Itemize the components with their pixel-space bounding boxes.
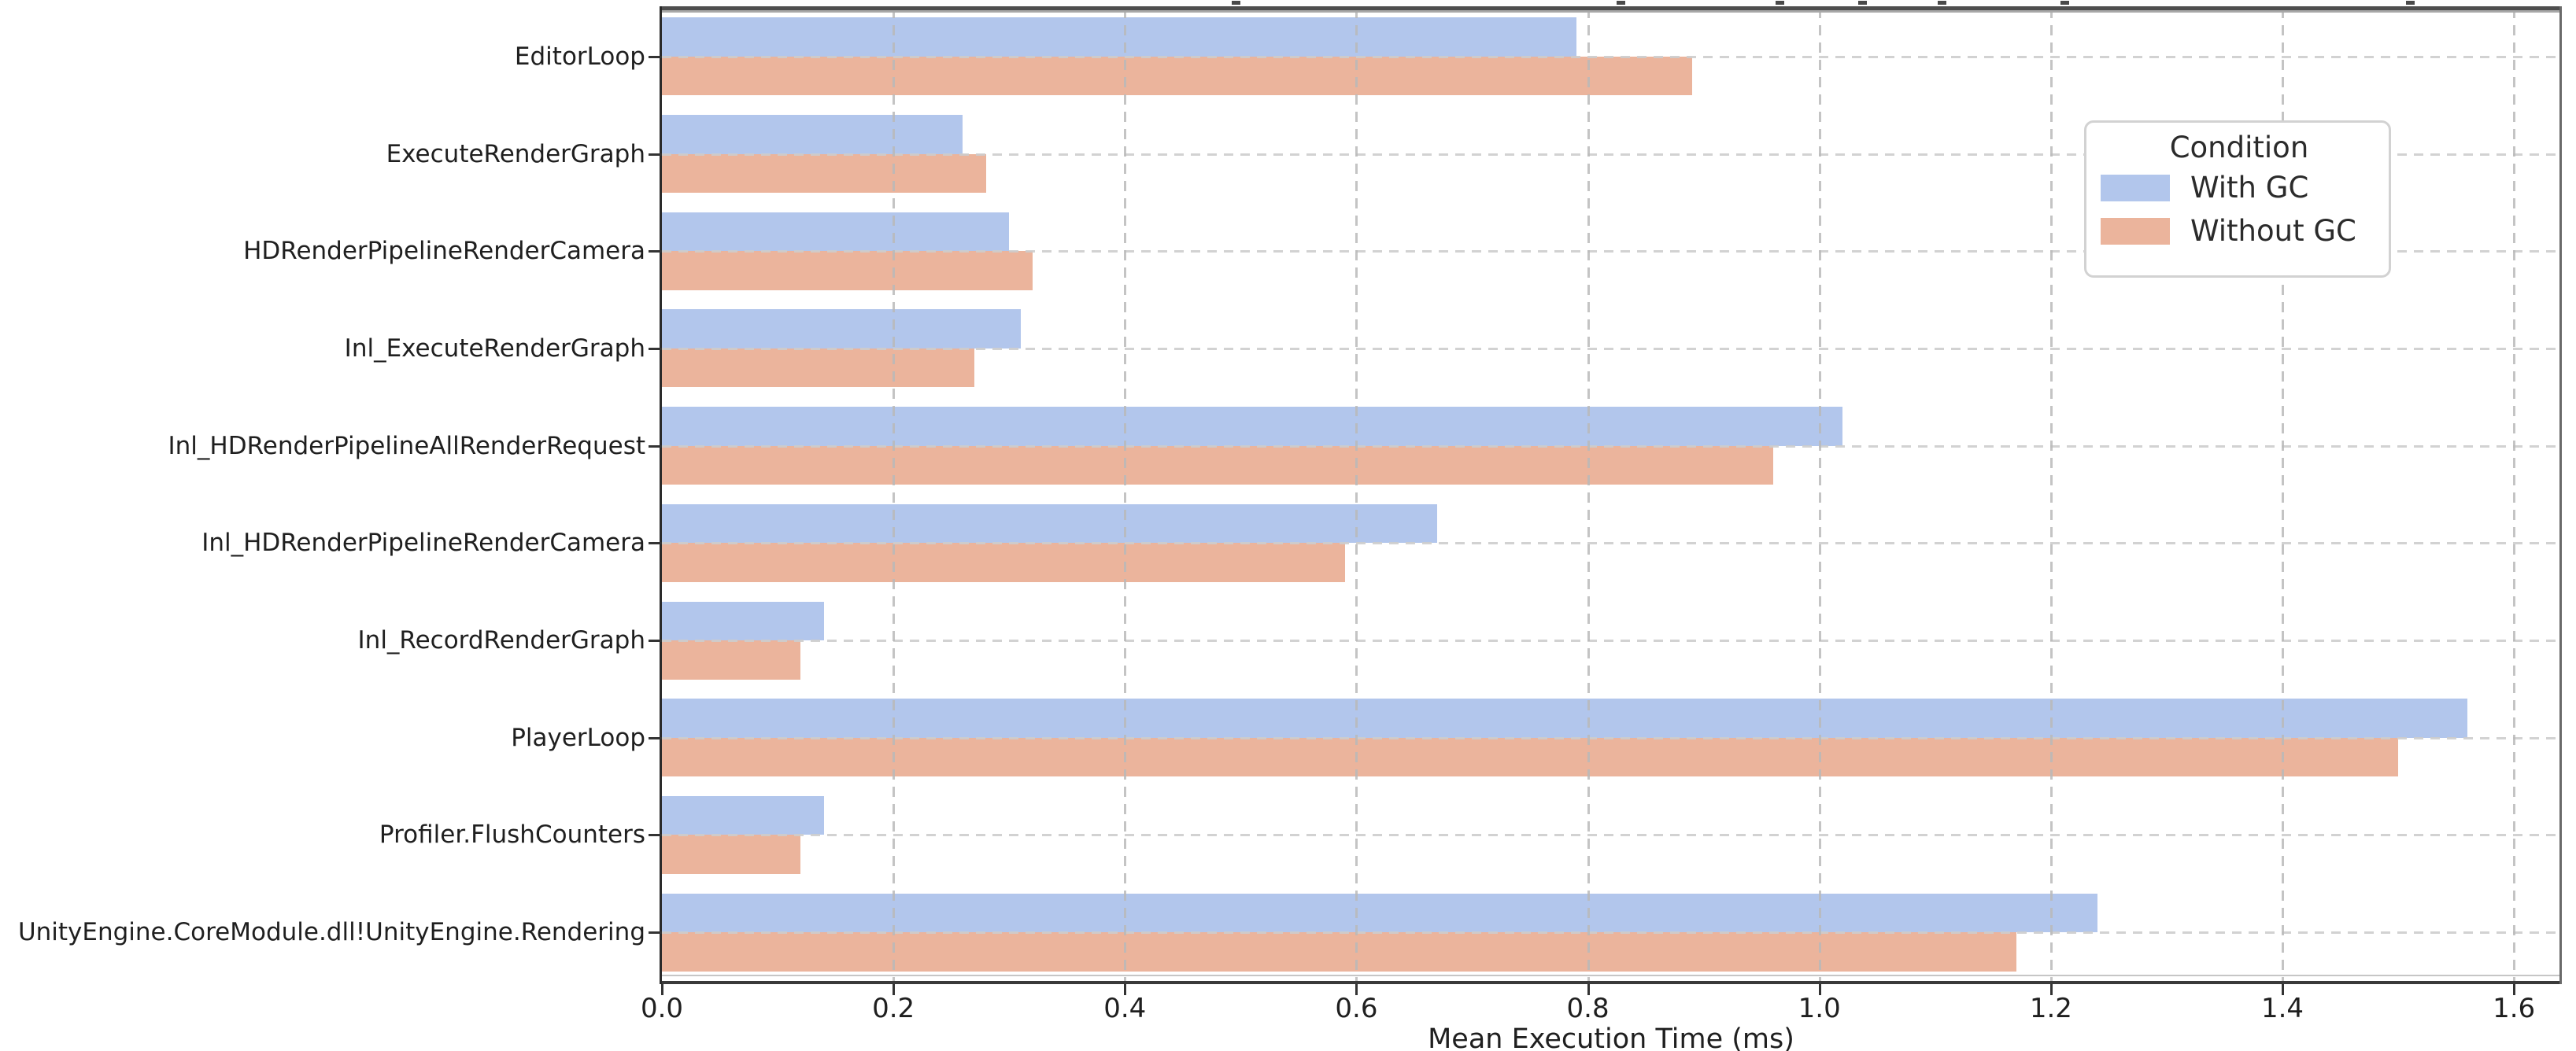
bar-without-gc xyxy=(662,543,1345,582)
axis-spine-left xyxy=(660,6,662,984)
gridline-vertical xyxy=(1587,8,1590,981)
bar-without-gc xyxy=(662,932,2016,972)
bar-without-gc xyxy=(662,56,1692,96)
y-category-label: UnityEngine.CoreModule.dll!UnityEngine.R… xyxy=(17,918,645,947)
x-axis-tick xyxy=(1355,984,1358,995)
gridline-horizontal xyxy=(662,250,2560,253)
y-axis-tick xyxy=(649,250,662,253)
bar-without-gc xyxy=(662,153,986,194)
bar-with-gc xyxy=(662,893,2097,933)
bar-with-gc xyxy=(662,699,2468,738)
cropped-title-remnant xyxy=(1617,1,1625,5)
gridline-horizontal xyxy=(662,834,2560,837)
x-axis-tick xyxy=(2513,984,2516,995)
axis-spine-bottom-halo xyxy=(660,975,2562,976)
bar-with-gc xyxy=(662,212,1010,252)
y-category-label: Profiler.FlushCounters xyxy=(379,821,645,850)
gridline-horizontal xyxy=(662,153,2560,156)
x-axis-tick xyxy=(2049,984,2053,995)
gridline-horizontal xyxy=(662,542,2560,545)
y-category-label: Inl_RecordRenderGraph xyxy=(357,626,645,655)
bar-with-gc xyxy=(662,115,963,154)
cropped-title-remnant xyxy=(2060,1,2069,5)
bar-without-gc xyxy=(662,348,975,388)
gridline-vertical xyxy=(1124,8,1127,981)
x-tick-label: 0.2 xyxy=(872,993,915,1024)
bar-with-gc xyxy=(662,407,1843,446)
gridline-vertical xyxy=(2049,8,2053,981)
x-axis-tick xyxy=(1818,984,1821,995)
cropped-title-remnant xyxy=(2406,1,2415,5)
y-axis-tick xyxy=(649,834,662,837)
bar-without-gc xyxy=(662,737,2399,777)
y-category-label: PlayerLoop xyxy=(511,723,645,752)
bar-without-gc xyxy=(662,445,1773,485)
gridline-vertical xyxy=(1818,8,1821,981)
legend-item-label: Without GC xyxy=(2190,214,2356,248)
cropped-title-remnant xyxy=(1938,1,1946,5)
x-axis-tick xyxy=(2282,984,2285,995)
y-axis-tick xyxy=(649,736,662,739)
axis-spine-right xyxy=(2559,6,2562,984)
y-category-label: Inl_ExecuteRenderGraph xyxy=(344,334,645,363)
bar-without-gc xyxy=(662,835,801,874)
gridline-horizontal xyxy=(662,736,2560,739)
legend-swatch-with-gc xyxy=(2101,174,2170,201)
gridline-horizontal xyxy=(662,931,2560,935)
legend: Condition With GC Without GC xyxy=(2084,120,2391,278)
bar-with-gc xyxy=(662,795,824,835)
legend-item: Without GC xyxy=(2101,214,2378,248)
gridline-vertical xyxy=(1355,8,1358,981)
x-axis-tick xyxy=(661,984,663,995)
bar-with-gc xyxy=(662,503,1438,544)
legend-item: With GC xyxy=(2101,171,2378,205)
gridline-horizontal xyxy=(662,444,2560,448)
gridline-horizontal xyxy=(662,347,2560,350)
x-axis-tick xyxy=(893,984,896,995)
y-axis-tick xyxy=(649,153,662,156)
x-tick-label: 1.6 xyxy=(2493,993,2536,1024)
bar-with-gc xyxy=(662,309,1021,348)
x-tick-label: 0.8 xyxy=(1566,993,1610,1024)
y-category-label: EditorLoop xyxy=(514,42,645,71)
x-axis-label: Mean Execution Time (ms) xyxy=(1428,1023,1794,1051)
gridline-vertical xyxy=(2282,8,2285,981)
bar-without-gc xyxy=(662,640,801,680)
x-tick-label: 1.0 xyxy=(1798,993,1841,1024)
y-category-label: Inl_HDRenderPipelineAllRenderRequest xyxy=(168,431,645,460)
y-axis-tick xyxy=(649,444,662,448)
gridline-vertical xyxy=(2513,8,2516,981)
y-category-label: HDRenderPipelineRenderCamera xyxy=(243,237,645,266)
bar-without-gc xyxy=(662,251,1033,290)
cropped-title-remnant xyxy=(1232,1,1240,5)
y-axis-tick xyxy=(649,55,662,58)
cropped-title-remnant xyxy=(1776,1,1784,5)
x-tick-label: 0.6 xyxy=(1335,993,1378,1024)
x-tick-label: 1.2 xyxy=(2029,993,2072,1024)
gridline-vertical xyxy=(893,8,896,981)
y-axis-tick xyxy=(649,542,662,545)
y-axis-tick xyxy=(649,931,662,935)
x-tick-label: 1.4 xyxy=(2260,993,2304,1024)
x-axis-tick xyxy=(1124,984,1127,995)
gridline-horizontal xyxy=(662,640,2560,643)
cropped-title-remnant xyxy=(1858,1,1867,5)
legend-title: Condition xyxy=(2169,131,2309,164)
legend-swatch-without-gc xyxy=(2101,217,2170,245)
y-axis-tick xyxy=(649,347,662,350)
legend-item-label: With GC xyxy=(2190,171,2309,205)
x-axis-tick xyxy=(1587,984,1590,995)
bar-with-gc xyxy=(662,601,824,641)
y-category-label: ExecuteRenderGraph xyxy=(386,139,645,168)
y-category-label: Inl_HDRenderPipelineRenderCamera xyxy=(201,529,645,558)
bar-with-gc xyxy=(662,17,1576,57)
axis-spine-bottom xyxy=(660,981,2562,984)
x-tick-label: 0.4 xyxy=(1103,993,1147,1024)
axis-spine-top xyxy=(660,6,2562,10)
gridline-horizontal xyxy=(662,55,2560,58)
y-axis-tick xyxy=(649,640,662,643)
x-tick-label: 0.0 xyxy=(640,993,684,1024)
